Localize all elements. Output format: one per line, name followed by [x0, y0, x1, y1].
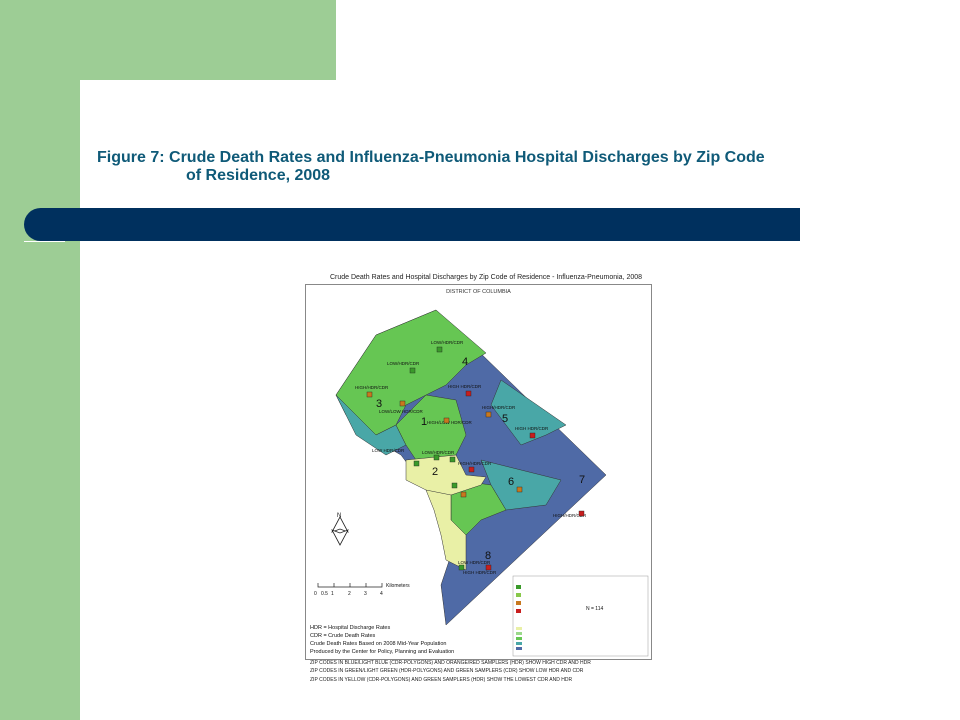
decor-green-left: [0, 80, 80, 720]
region-label: LOW/HDR/CDR: [387, 361, 420, 366]
legend-line: Produced by the Center for Policy, Plann…: [310, 649, 455, 655]
region-green-center: [395, 394, 467, 461]
legend-swatch: [516, 637, 522, 640]
ward-number: 6: [508, 476, 514, 488]
region-label: LOW/HDR/CDR: [431, 340, 464, 345]
dc-map: 1 2 3 4 5 6 7 8 LOW/HDR/CDR LOW/HDR/CDR …: [314, 309, 649, 657]
legend-swatch: [516, 601, 521, 605]
marker-green: [451, 482, 458, 489]
ward-number: 1: [421, 416, 427, 428]
slide-title-line2: of Residence, 2008: [186, 167, 331, 184]
ward-number: 4: [462, 356, 468, 368]
ward-number: 7: [579, 474, 585, 486]
region-teal-east: [490, 379, 567, 446]
legend-swatch: [516, 632, 522, 635]
slide-title: Figure 7: Crude Death Rates and Influenz…: [97, 149, 897, 185]
map-markers: [366, 346, 585, 571]
marker-red: [465, 390, 472, 397]
title-bar: [24, 208, 800, 241]
marker-orange: [443, 417, 450, 424]
region-label: HIGH/HDR/CDR: [355, 385, 389, 390]
footnote: ZIP CODES IN GREEN/LIGHT GREEN (HDR-POLY…: [310, 668, 584, 674]
legend-box: N = 114: [512, 575, 649, 657]
scale-bar: 0 0.5 1 2 3 4 Kilometers: [314, 583, 410, 597]
svg-text:N: N: [337, 513, 341, 519]
legend-line: HDR = Hospital Discharge Rates: [310, 625, 391, 631]
legend-swatch: [516, 593, 521, 597]
marker-red: [578, 510, 585, 517]
compass-icon: N: [331, 513, 349, 546]
region-label: LOW HDR/CDR: [372, 448, 405, 453]
scale-tick: 0: [314, 591, 317, 597]
slide-title-line1: Figure 7: Crude Death Rates and Influenz…: [97, 149, 765, 166]
region-label: HIGH HDR/CDR: [448, 384, 482, 389]
footnote: ZIP CODES IN BLUE/LIGHT BLUE (CDR-POLYGO…: [310, 660, 591, 666]
marker-orange: [399, 400, 406, 407]
scale-tick: 4: [380, 591, 383, 597]
region-label: HIGH HDR/CDR: [515, 426, 549, 431]
marker-orange: [516, 486, 523, 493]
region-label: HIGH/HDR/CDR: [553, 513, 587, 518]
legend-line: Crude Death Rates Based on 2008 Mid-Year…: [310, 641, 447, 647]
marker-orange: [460, 491, 467, 498]
region-label: LOW/HDR/CDR: [422, 450, 455, 455]
footnote: ZIP CODES IN YELLOW (CDR-POLYGONS) AND G…: [310, 677, 573, 683]
marker-green: [436, 346, 443, 353]
map-figure: DISTRICT OF COLUMBIA 1 2 3 4 5 6 7 8 LOW…: [305, 284, 652, 660]
legend-swatch: [516, 642, 522, 645]
marker-orange: [366, 391, 373, 398]
ward-number: 3: [376, 398, 382, 410]
ward-number: 5: [502, 413, 508, 425]
map-subtitle: DISTRICT OF COLUMBIA: [446, 289, 511, 295]
scale-unit: Kilometers: [386, 583, 410, 589]
marker-green: [433, 454, 440, 461]
region-yellow-river: [425, 489, 467, 571]
marker-red: [529, 432, 536, 439]
marker-red: [485, 564, 492, 571]
region-label: LOW HDR/CDR: [458, 560, 491, 565]
marker-green: [413, 460, 420, 467]
marker-green: [449, 456, 456, 463]
region-label: LOW/LOW HDR/CDR: [379, 409, 424, 414]
ward-number: 2: [432, 466, 438, 478]
legend-line: CDR = Crude Death Rates: [310, 633, 376, 639]
marker-red: [468, 466, 475, 473]
scale-tick: 3: [364, 591, 367, 597]
decor-curve: [80, 80, 200, 200]
scale-tick: 2: [348, 591, 351, 597]
region-yellow-downtown: [405, 454, 487, 506]
region-label: HIGH HDR/CDR: [463, 570, 497, 575]
scale-tick: 0.5: [321, 591, 328, 597]
map-title: Crude Death Rates and Hospital Discharge…: [329, 274, 643, 281]
legend-swatch: [516, 647, 522, 650]
marker-green: [409, 367, 416, 374]
region-label: HIGH/HDR/CDR: [458, 461, 492, 466]
marker-orange: [485, 411, 492, 418]
n-label: N = 114: [586, 606, 603, 612]
region-label: HIGH/HDR/CDR: [482, 405, 516, 410]
marker-green: [458, 564, 465, 571]
title-bar-notch: [24, 241, 65, 242]
legend-swatch: [516, 609, 521, 613]
legend-swatch: [516, 627, 522, 630]
scale-tick: 1: [331, 591, 334, 597]
region-label: HIGH/LOW HDR/CDR: [427, 420, 472, 425]
legend-swatch: [516, 585, 521, 589]
decor-green-top: [0, 0, 336, 80]
region-teal-center: [480, 459, 562, 511]
ward-number: 8: [485, 550, 491, 562]
